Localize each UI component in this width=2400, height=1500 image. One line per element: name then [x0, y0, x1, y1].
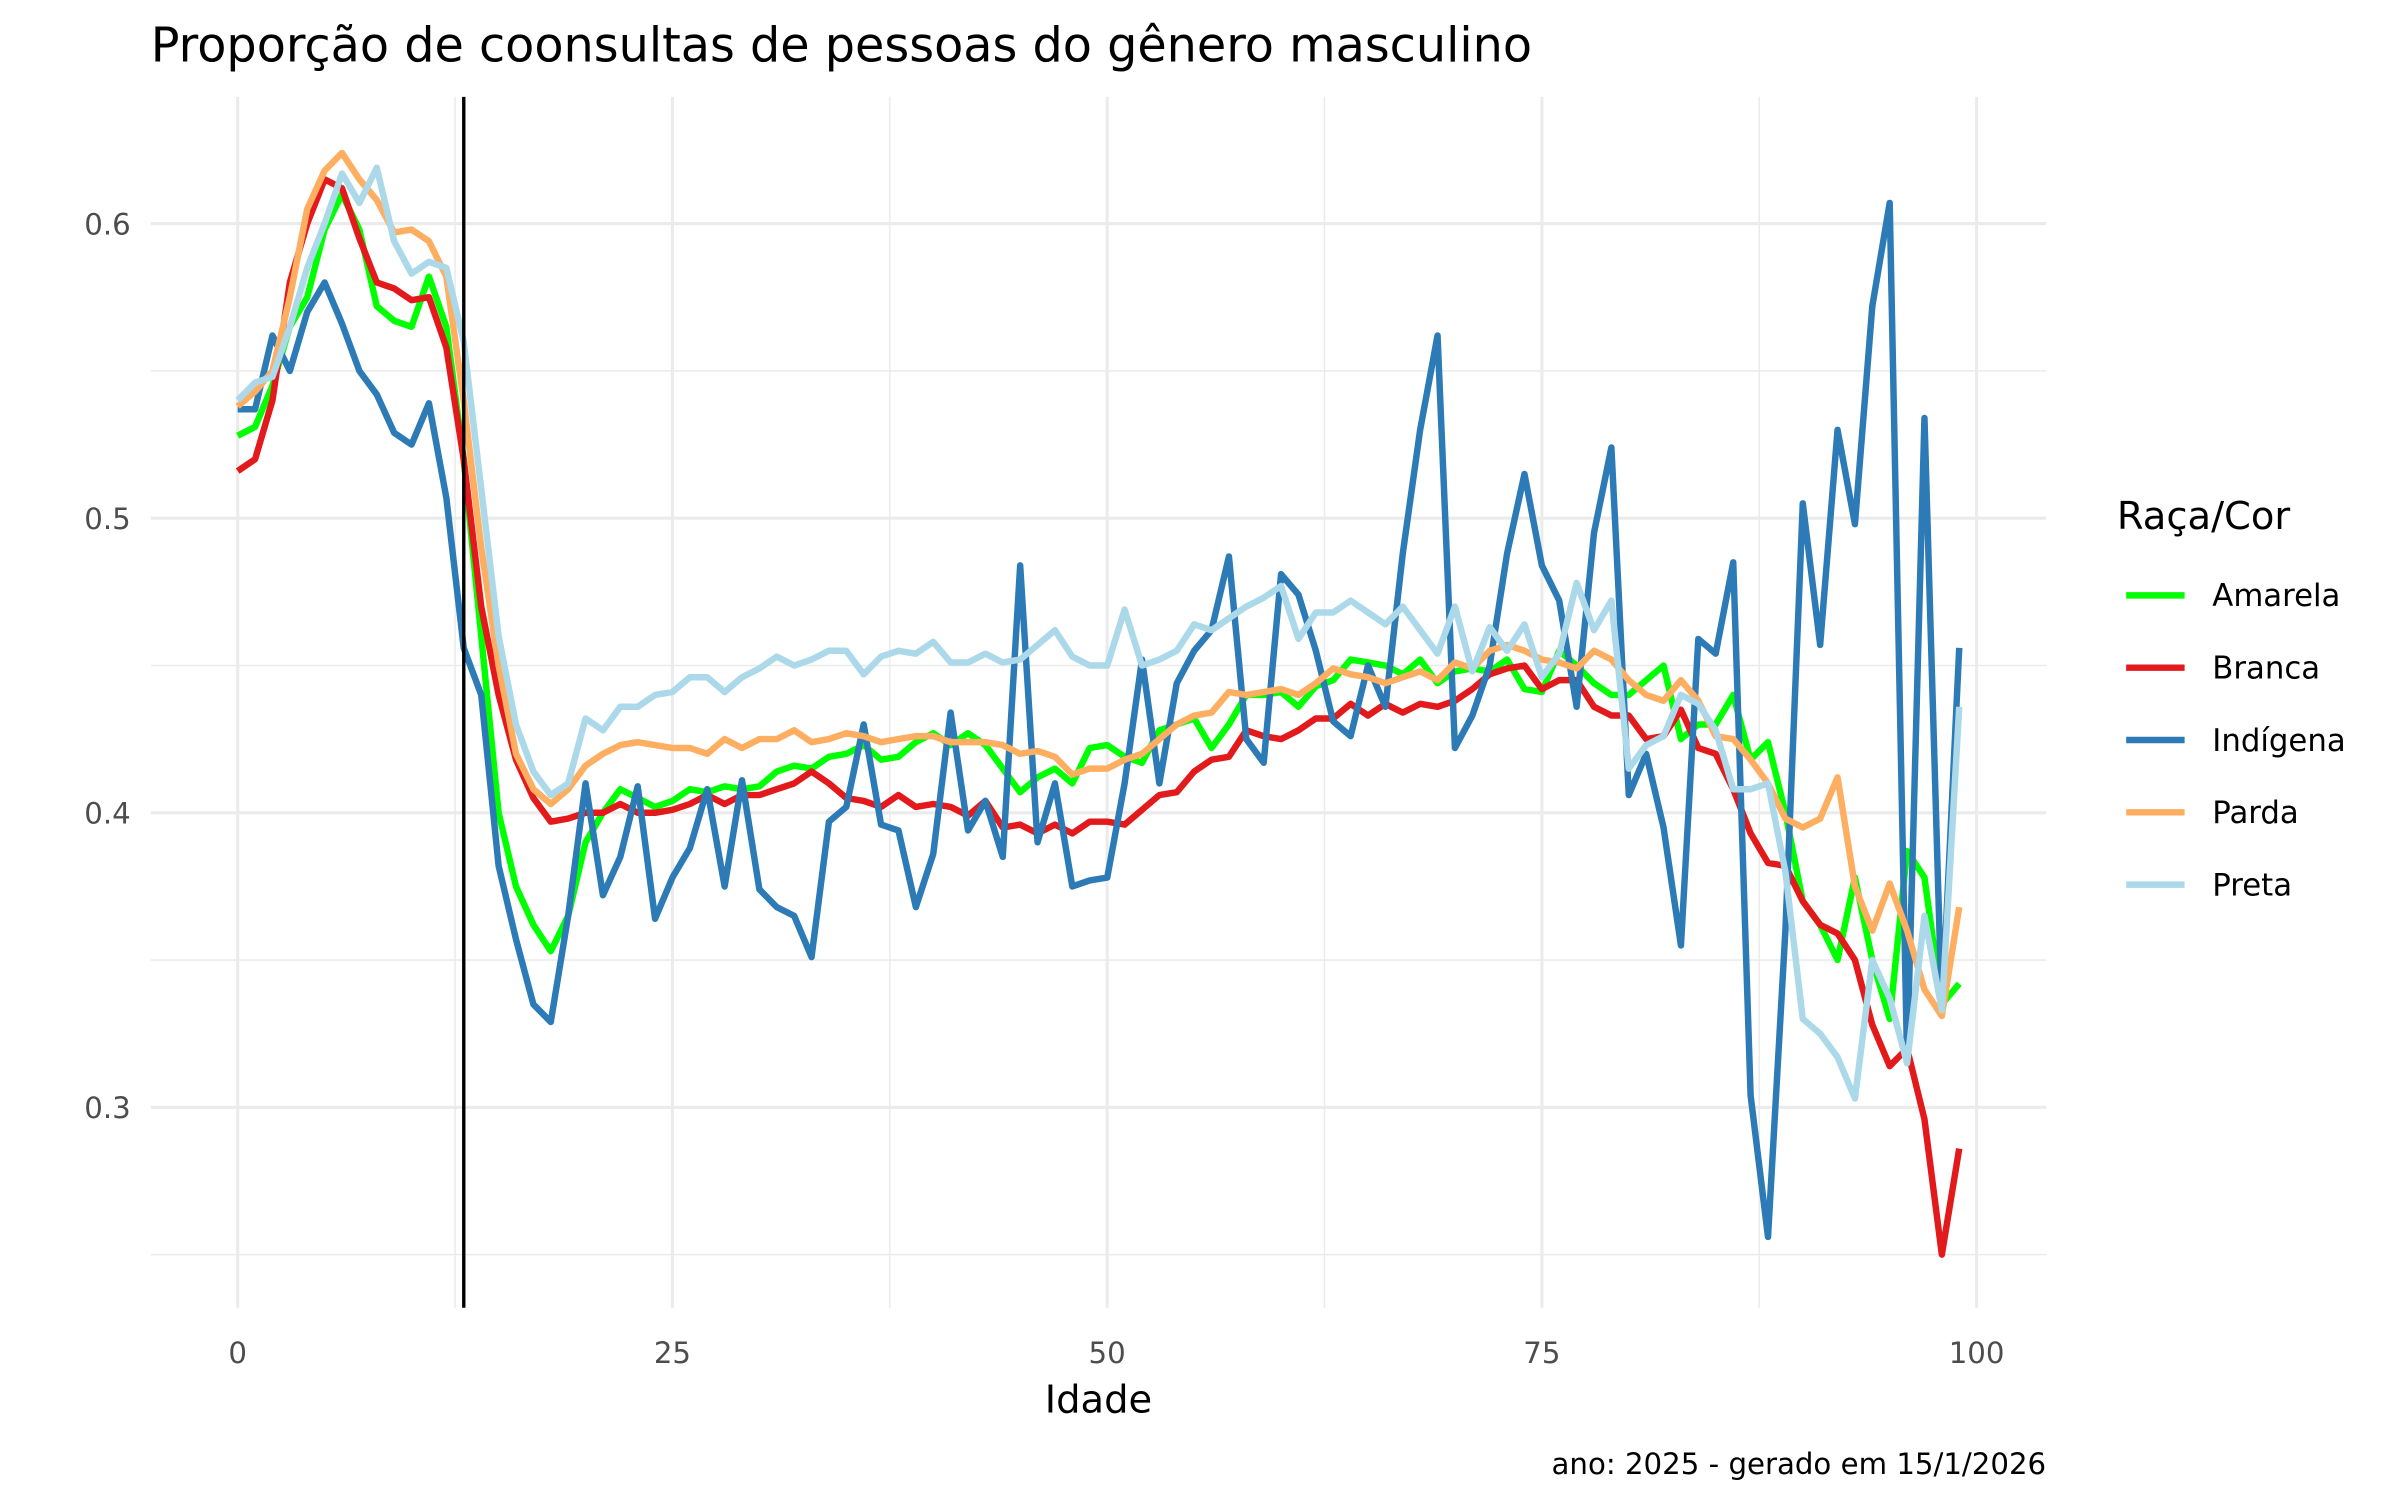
- legend-label: Amarela: [2212, 578, 2340, 614]
- y-tick-label: 0.6: [84, 207, 130, 241]
- y-tick-label: 0.4: [84, 797, 130, 831]
- series-line-parda: [235, 149, 1963, 1020]
- x-tick-label: 50: [1089, 1336, 1126, 1370]
- y-tick-label: 0.5: [84, 502, 130, 536]
- x-axis-label: Idade: [1045, 1377, 1152, 1422]
- y-axis-ticks: 0.3 0.4 0.5 0.6: [84, 207, 130, 1125]
- series-lines: [235, 149, 1963, 1258]
- legend: Raça/Cor Amarela Branca Indígena Parda Preta: [2117, 494, 2346, 903]
- x-tick-label: 100: [1949, 1336, 2005, 1370]
- x-tick-label: 75: [1523, 1336, 1560, 1370]
- caption: ano: 2025 - gerado em 15/1/2026: [1552, 1447, 2047, 1481]
- x-axis-ticks: 0 25 50 75 100: [228, 1336, 2004, 1370]
- gridlines: [150, 96, 2047, 1308]
- legend-label: Parda: [2212, 795, 2298, 831]
- chart-title: Proporção de coonsultas de pessoas do gê…: [151, 19, 1532, 74]
- legend-label: Preta: [2212, 867, 2292, 903]
- series-line-preta: [235, 164, 1963, 1102]
- legend-label: Indígena: [2212, 723, 2345, 759]
- series-line-amarela: [236, 190, 1962, 1023]
- series-line-indígena: [237, 199, 1963, 1241]
- legend-title: Raça/Cor: [2117, 494, 2290, 539]
- y-tick-label: 0.3: [84, 1091, 130, 1125]
- x-tick-label: 0: [228, 1336, 247, 1370]
- legend-label: Branca: [2212, 650, 2320, 686]
- x-tick-label: 25: [654, 1336, 691, 1370]
